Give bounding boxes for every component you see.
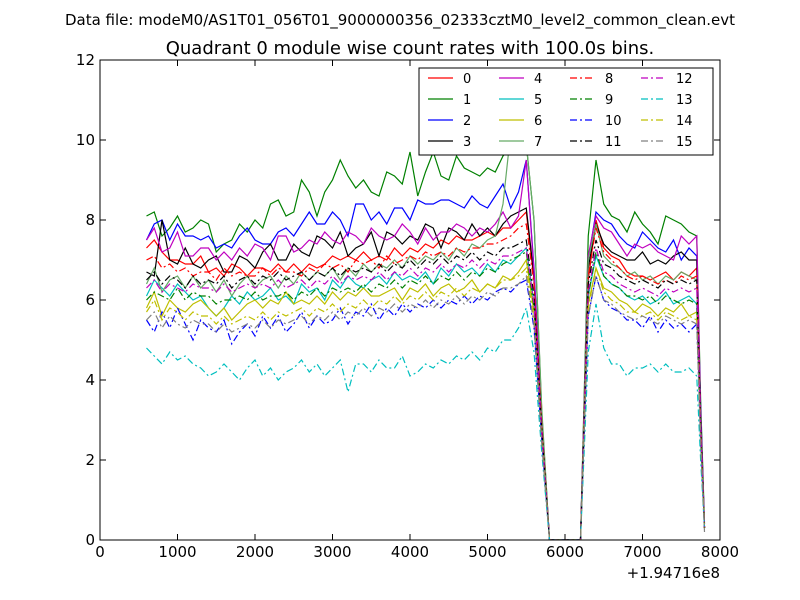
y-tick-label: 4 <box>85 371 95 389</box>
x-tick-label: 2000 <box>236 543 274 561</box>
series-line-10 <box>145 275 706 540</box>
plot-area <box>145 130 706 540</box>
series-line-1 <box>146 142 706 540</box>
series-line-12 <box>146 247 706 540</box>
legend-label: 8 <box>605 72 613 87</box>
legend-label: 7 <box>534 135 542 150</box>
legend-label: 11 <box>605 135 622 150</box>
series-line-0 <box>146 210 706 540</box>
y-tick-label: 8 <box>85 211 95 229</box>
y-tick-label: 0 <box>85 531 95 549</box>
legend-label: 14 <box>676 114 693 129</box>
axis-ticks: 0 1000 2000 3000 4000 5000 6000 7000 80000246810… <box>76 51 739 561</box>
x-tick-label: 7000 <box>623 543 661 561</box>
series-line-7 <box>145 130 706 540</box>
legend-label: 9 <box>605 93 613 108</box>
series-line-4 <box>145 159 706 540</box>
legend-label: 2 <box>463 114 471 129</box>
series-line-2 <box>145 159 706 540</box>
legend-label: 10 <box>605 114 622 129</box>
legend-label: 6 <box>534 114 542 129</box>
chart-title: Quadrant 0 module wise count rates with … <box>166 38 655 59</box>
y-tick-label: 10 <box>76 131 95 149</box>
x-tick-label: 6000 <box>546 543 584 561</box>
x-tick-label: 5000 <box>468 543 506 561</box>
series-line-14 <box>145 266 706 540</box>
x-tick-label: 0 <box>95 543 105 561</box>
x-offset-label: +1.94716e8 <box>627 564 720 582</box>
y-tick-label: 6 <box>85 291 95 309</box>
series-line-6 <box>145 258 706 540</box>
x-tick-label: 1000 <box>158 543 196 561</box>
x-tick-label: 8000 <box>701 543 739 561</box>
x-tick-label: 4000 <box>391 543 429 561</box>
series-line-13 <box>146 303 706 540</box>
legend-label: 12 <box>676 72 693 87</box>
series-line-11 <box>146 239 706 540</box>
series-line-9 <box>146 251 706 540</box>
x-tick-label: 3000 <box>313 543 351 561</box>
series-line-3 <box>146 207 706 540</box>
y-tick-label: 2 <box>85 451 95 469</box>
legend-label: 4 <box>534 72 542 87</box>
chart-suptitle: Data file: modeM0/AS1T01_056T01_90000003… <box>65 11 735 30</box>
series-line-8 <box>146 223 706 540</box>
series-line-15 <box>146 274 706 540</box>
legend-box <box>418 67 714 156</box>
legend-label: 3 <box>463 135 471 150</box>
legend-label: 13 <box>676 93 693 108</box>
legend-label: 15 <box>676 135 693 150</box>
legend-label: 5 <box>534 93 542 108</box>
y-tick-label: 12 <box>76 51 95 69</box>
legend-label: 0 <box>463 72 471 87</box>
legend-label: 1 <box>463 93 471 108</box>
